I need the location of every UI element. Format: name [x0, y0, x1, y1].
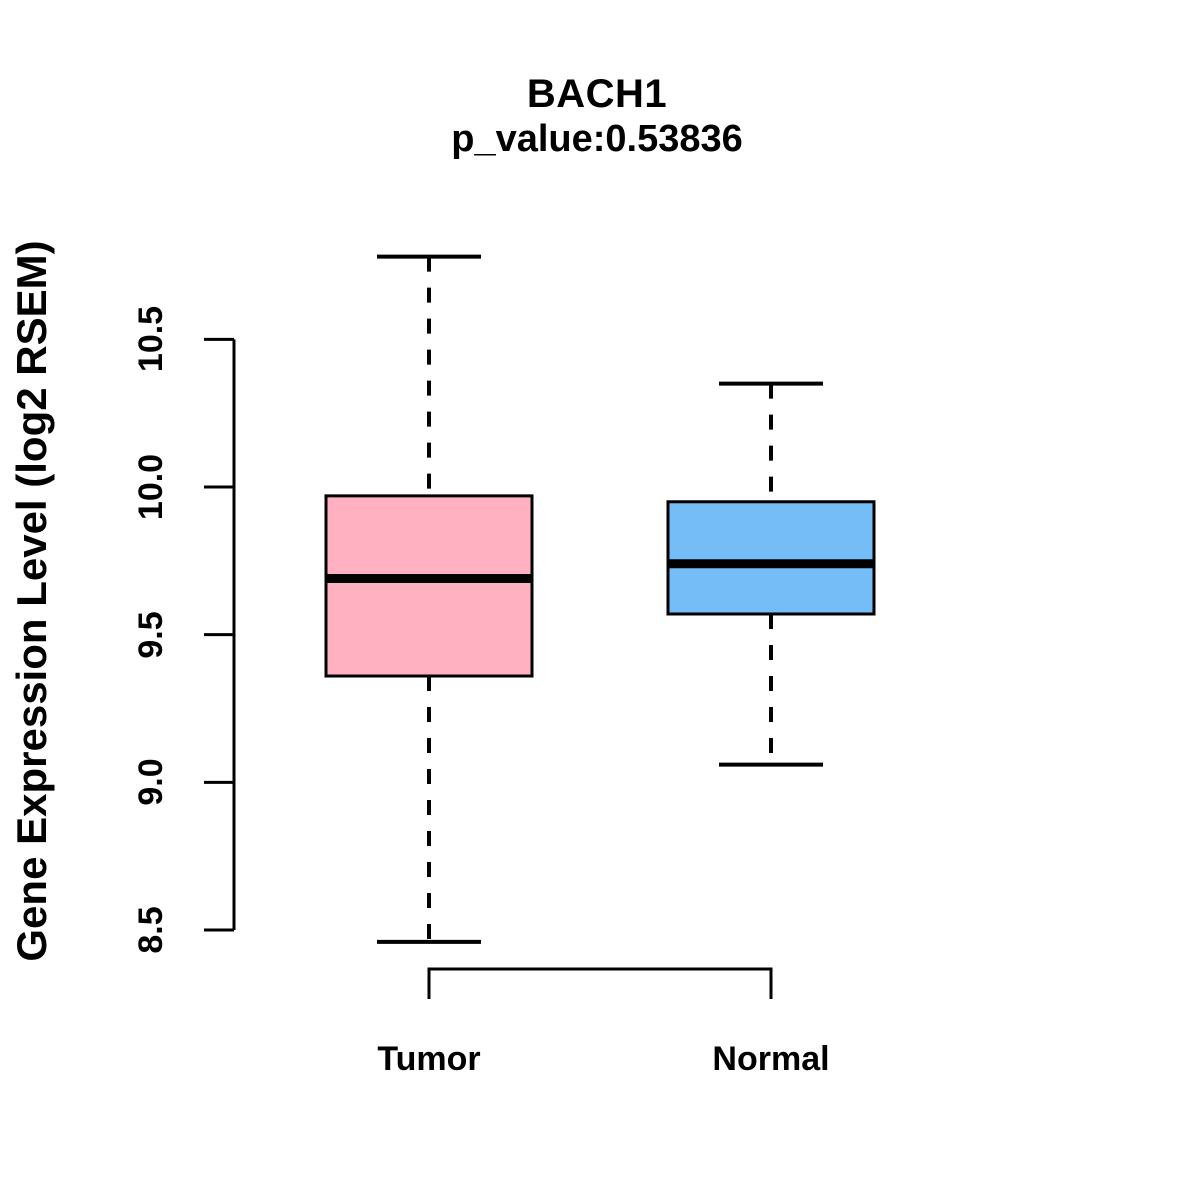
chart-subtitle-pvalue: p_value:0.53836 — [451, 118, 743, 160]
iqr-box-tumor — [324, 494, 534, 678]
chart-title: BACH1 — [526, 72, 668, 116]
x-axis-bracket — [427, 967, 773, 999]
x-category-label-tumor: Tumor — [377, 1040, 481, 1078]
x-category-label-normal: Normal — [712, 1040, 830, 1078]
iqr-box-normal — [666, 500, 876, 616]
